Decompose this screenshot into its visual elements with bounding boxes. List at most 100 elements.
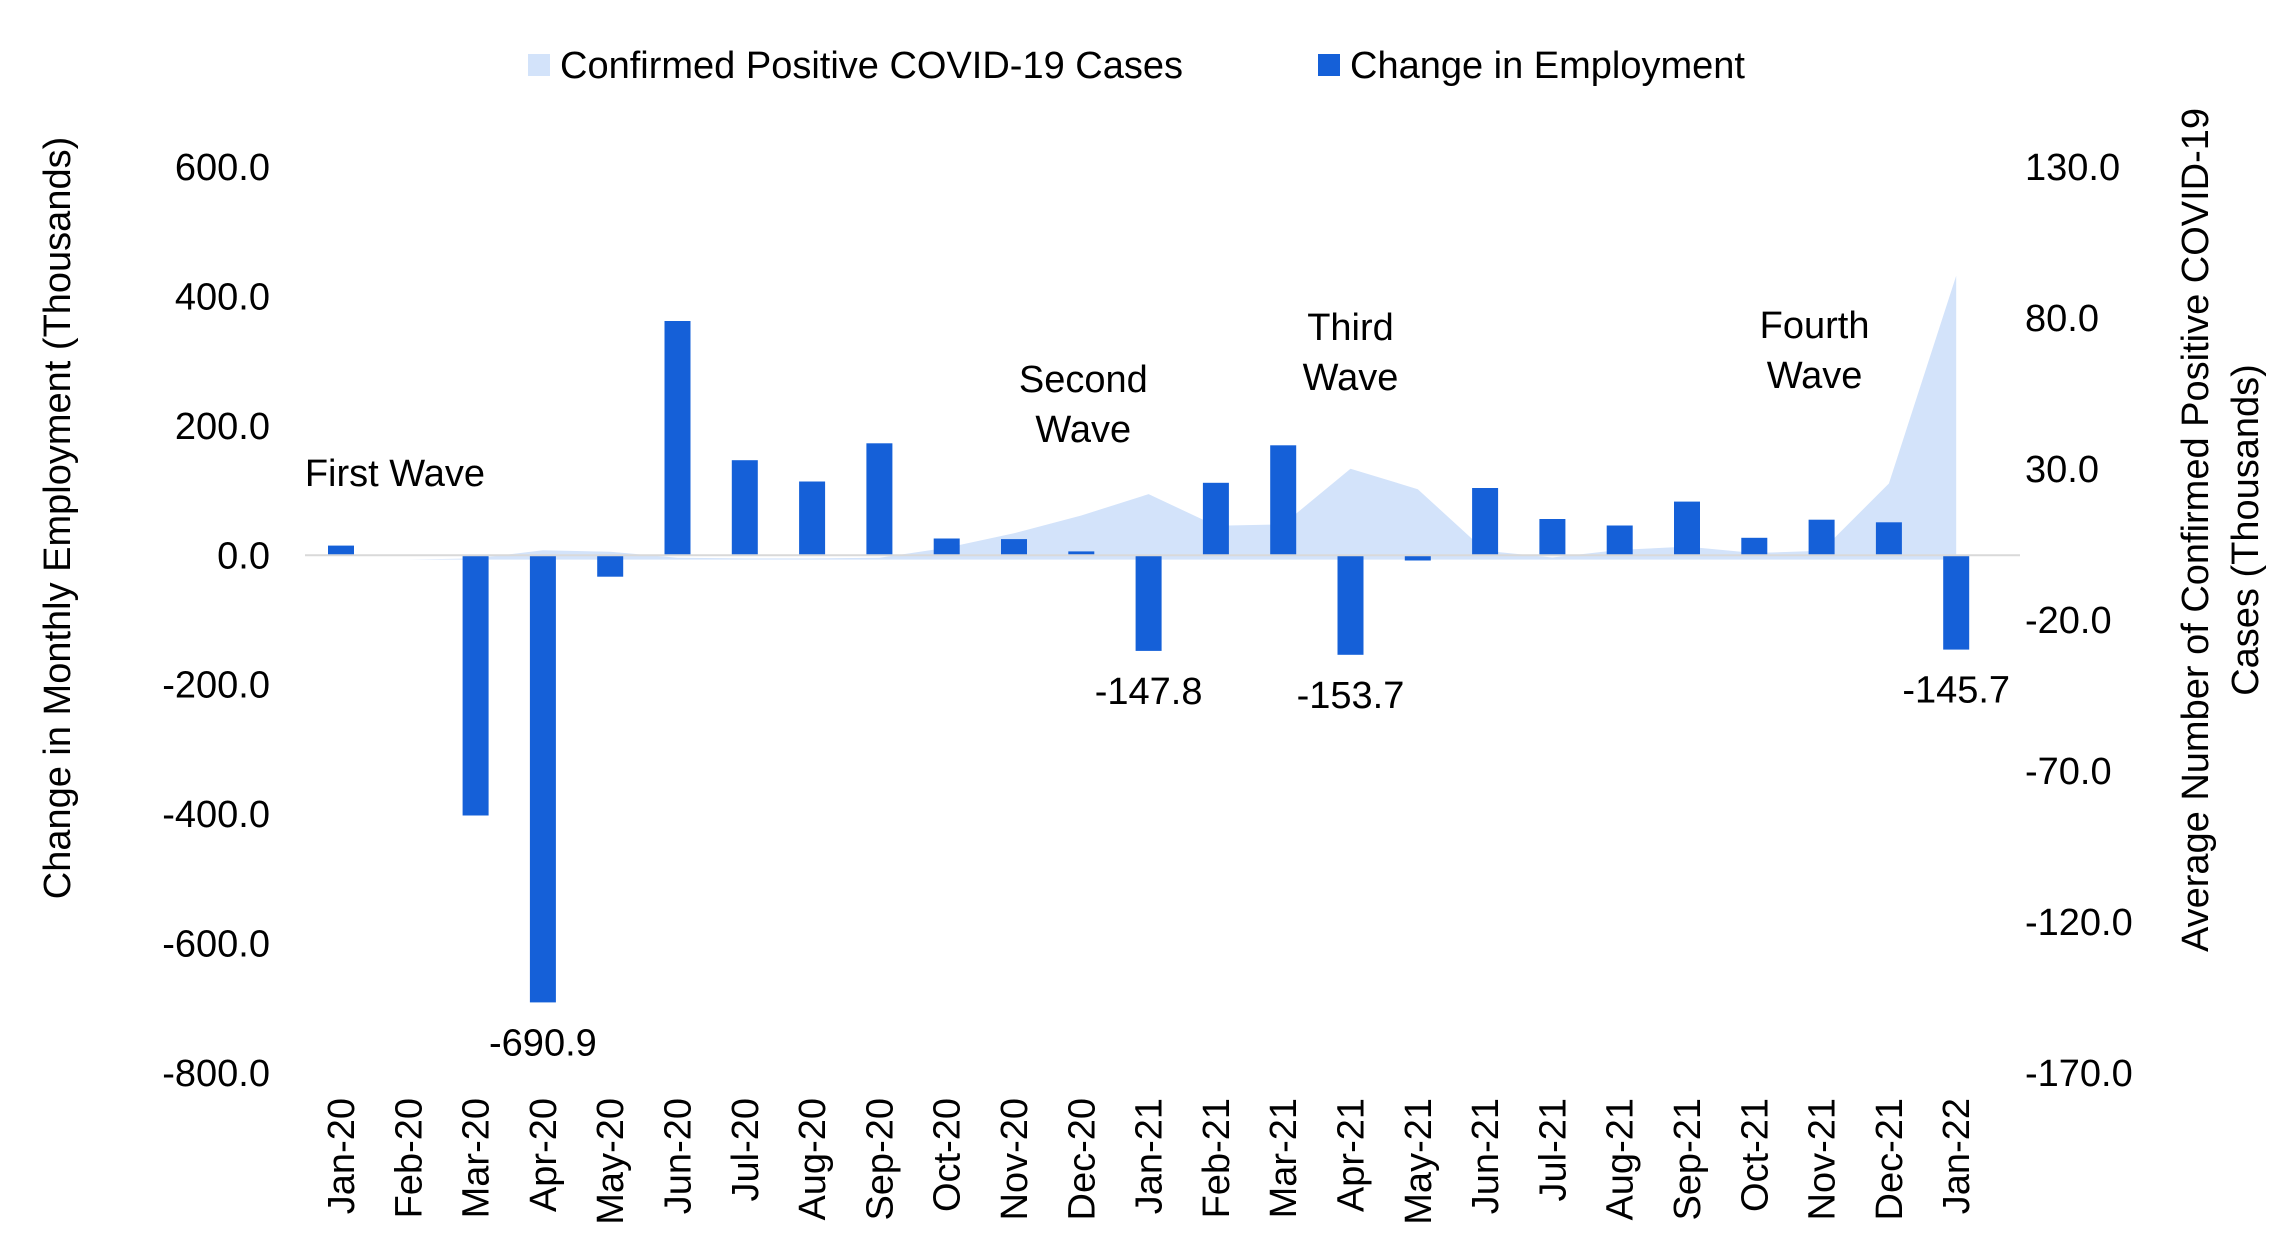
left-axis-tick-label: 200.0 xyxy=(175,406,270,448)
right-axis-tick-label: -120.0 xyxy=(2025,902,2133,944)
bar-data-label: -690.9 xyxy=(489,1022,597,1064)
employment-bar xyxy=(1001,539,1027,556)
employment-bar xyxy=(1337,555,1364,655)
employment-bar xyxy=(1875,522,1902,556)
wave-annotation-line: Fourth xyxy=(1760,305,1870,347)
x-axis-tick-label: Feb-20 xyxy=(388,1098,430,1218)
x-axis-tick-label: Jan-20 xyxy=(321,1098,363,1214)
left-axis-tick-label: -400.0 xyxy=(162,794,270,836)
legend-label-cases: Confirmed Positive COVID-19 Cases xyxy=(560,45,1183,87)
employment-bars-layer xyxy=(328,321,1970,1003)
employment-bar xyxy=(1135,555,1162,651)
wave-annotation-line: Second xyxy=(1019,359,1148,401)
employment-bar xyxy=(731,460,758,556)
x-axis-tick-label: Oct-21 xyxy=(1734,1098,1776,1212)
left-axis-tick-label: -600.0 xyxy=(162,924,270,966)
right-axis-ticks: 130.0 80.0 30.0 -20.0 -70.0 -120.0 -170.0 xyxy=(2025,147,2133,1095)
wave-annotation: Fourth Wave xyxy=(1760,305,1870,397)
wave-annotation-line: Wave xyxy=(1303,357,1399,399)
left-axis-tick-label: 600.0 xyxy=(175,147,270,189)
cases-area-layer xyxy=(341,275,1957,560)
x-axis-tick-label: Nov-20 xyxy=(994,1098,1036,1221)
wave-annotation-line: First Wave xyxy=(305,453,485,495)
x-axis-tick-label: Aug-21 xyxy=(1600,1098,1642,1221)
employment-bar xyxy=(1404,555,1431,561)
right-axis-tick-label: 130.0 xyxy=(2025,147,2120,189)
wave-annotation: First Wave xyxy=(305,453,485,495)
x-axis-tick-label: Apr-21 xyxy=(1331,1098,1373,1212)
x-axis-tick-label: Sep-20 xyxy=(859,1098,901,1221)
legend-swatch-employment xyxy=(1318,54,1340,76)
left-axis-tick-label: 400.0 xyxy=(175,276,270,318)
legend-swatch-cases xyxy=(528,54,550,76)
x-axis-tick-label: Feb-21 xyxy=(1196,1098,1238,1218)
employment-bar xyxy=(799,481,826,556)
x-axis-tick-label: May-20 xyxy=(590,1098,632,1225)
legend-label-employment: Change in Employment xyxy=(1350,45,1745,87)
employment-bar xyxy=(1270,445,1297,556)
right-axis-tick-label: 80.0 xyxy=(2025,298,2099,340)
employment-bar xyxy=(664,321,691,556)
bar-data-label: -147.8 xyxy=(1095,671,1203,713)
x-axis-ticks: Jan-20 Feb-20 Mar-20 Apr-20 May-20 Jun-20 Jul-… xyxy=(321,1098,1978,1225)
x-axis-tick-label: Jun-20 xyxy=(658,1098,700,1214)
employment-bar xyxy=(1539,519,1566,556)
x-axis-tick-label: Jan-21 xyxy=(1129,1098,1171,1214)
employment-bar xyxy=(328,545,354,556)
right-axis-tick-label: -170.0 xyxy=(2025,1053,2133,1095)
wave-annotation-line: Wave xyxy=(1767,355,1863,397)
wave-annotation: Third Wave xyxy=(1303,307,1399,399)
x-axis-tick-label: Jul-20 xyxy=(725,1098,767,1202)
left-axis-tick-label: 0.0 xyxy=(217,535,270,577)
employment-bar xyxy=(462,555,489,816)
legend: Confirmed Positive COVID-19 Cases Change… xyxy=(528,45,1745,87)
x-axis-tick-label: Nov-21 xyxy=(1802,1098,1844,1221)
x-axis-tick-label: Oct-20 xyxy=(927,1098,969,1212)
left-axis-title: Change in Monthly Employment (Thousands) xyxy=(37,137,79,900)
legend-item-employment[interactable]: Change in Employment xyxy=(1318,45,1745,87)
employment-bar xyxy=(1674,501,1700,556)
wave-annotation: Second Wave xyxy=(1019,359,1148,451)
right-axis-title: Average Number of Confirmed Positive COV… xyxy=(2175,108,2267,952)
x-axis-tick-label: Sep-21 xyxy=(1667,1098,1709,1221)
wave-annotation-line: Third xyxy=(1307,307,1394,349)
bar-data-label: -153.7 xyxy=(1297,675,1405,717)
x-axis-tick-label: Dec-20 xyxy=(1061,1098,1103,1221)
left-axis-tick-label: -800.0 xyxy=(162,1053,270,1095)
bar-data-label: -145.7 xyxy=(1902,670,2010,712)
x-axis-tick-label: Dec-21 xyxy=(1869,1098,1911,1221)
employment-bar xyxy=(529,555,556,1003)
bar-data-labels: -690.9 -147.8 -153.7 -145.7 xyxy=(489,670,2010,1065)
wave-annotations: First Wave Second Wave Third Wave Fourth Wave xyxy=(305,305,1870,495)
legend-item-cases[interactable]: Confirmed Positive COVID-19 Cases xyxy=(528,45,1183,87)
left-axis-ticks: 600.0 400.0 200.0 0.0 -200.0 -400.0 -600.0 -800… xyxy=(162,147,270,1095)
x-axis-tick-label: Jan-22 xyxy=(1936,1098,1978,1214)
employment-bar xyxy=(597,555,624,577)
cases-area xyxy=(341,275,1957,560)
x-axis-tick-label: Mar-21 xyxy=(1263,1098,1305,1218)
x-axis-tick-label: Mar-20 xyxy=(456,1098,498,1218)
right-axis-tick-label: -70.0 xyxy=(2025,751,2112,793)
employment-bar xyxy=(1068,551,1095,556)
x-axis-tick-label: May-21 xyxy=(1398,1098,1440,1225)
x-axis-tick-label: Jun-21 xyxy=(1465,1098,1507,1214)
wave-annotation-line: Wave xyxy=(1035,409,1131,451)
employment-bar xyxy=(866,443,893,556)
employment-bar xyxy=(1741,537,1768,556)
x-axis-tick-label: Jul-21 xyxy=(1532,1098,1574,1202)
employment-bar xyxy=(933,538,960,556)
employment-bar xyxy=(1202,482,1229,556)
employment-bar xyxy=(1606,525,1633,556)
x-axis-tick-label: Apr-20 xyxy=(523,1098,565,1212)
employment-bar xyxy=(1808,519,1835,556)
x-axis-tick-label: Aug-20 xyxy=(792,1098,834,1221)
right-axis-tick-label: -20.0 xyxy=(2025,600,2112,642)
right-axis-tick-label: 30.0 xyxy=(2025,449,2099,491)
right-axis-title-line2: Cases (Thousands) xyxy=(2225,364,2267,696)
right-axis-title-line1: Average Number of Confirmed Positive COV… xyxy=(2175,108,2217,952)
left-axis-tick-label: -200.0 xyxy=(162,665,270,707)
employment-bar xyxy=(1472,488,1499,556)
employment-bar xyxy=(1943,555,1970,650)
